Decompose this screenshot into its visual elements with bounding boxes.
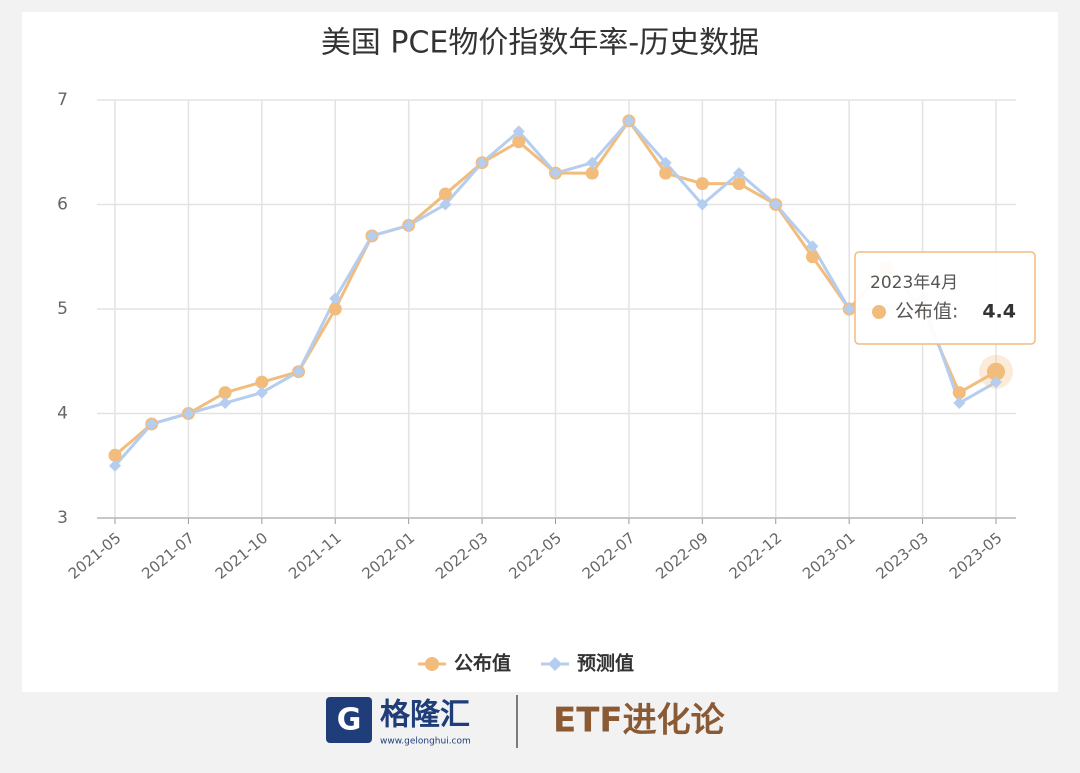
point [696,198,709,211]
point [953,397,966,410]
point [733,167,746,180]
point [659,156,672,169]
card [22,12,1058,692]
point [439,198,452,211]
y-tick-label: 5 [57,299,68,319]
y-tick-label: 7 [57,90,68,110]
point [695,177,709,191]
logo-glyph: G [337,703,362,738]
legend-label: 预测值 [577,652,634,675]
point [402,219,415,232]
brand: ETF进化论 [553,701,726,741]
point [145,417,158,430]
tooltip-title: 2023年4月 [870,273,958,293]
point [438,187,452,201]
tooltip-label: 公布值: [895,301,958,323]
y-tick-label: 4 [57,404,68,424]
point [843,303,856,315]
point [952,386,966,400]
point [512,125,525,138]
y-tick-label: 3 [57,508,68,528]
point [806,240,819,253]
point [805,250,819,264]
point [109,459,121,472]
point [659,166,673,180]
point [990,376,1002,389]
chart-title: 美国 PCE物价指数年率-历史数据 [321,26,759,61]
legend-marker [425,657,439,671]
tooltip-value: 4.4 [982,301,1016,323]
point [987,362,1005,381]
point [218,386,232,400]
point [329,292,342,305]
point [732,177,746,191]
y-tick-label: 6 [57,195,68,215]
point [108,448,122,462]
logo-url: www.gelonghui.com [380,737,471,747]
point [365,229,378,242]
logo-icon [326,697,372,743]
point [255,375,269,389]
point [328,302,342,316]
point [549,167,562,180]
point [512,135,526,149]
point [585,166,599,180]
point [255,386,268,399]
point [292,365,305,378]
legend-marker [548,657,562,671]
legend-label: 公布值 [454,652,511,675]
point [769,198,782,211]
point [586,156,599,169]
logo-text: 格隆汇 [380,698,470,733]
point [476,156,489,169]
point [182,407,195,420]
footer: G 格隆汇 www.gelonghui.com ETF进化论 [326,695,726,748]
tooltip-box [854,251,1036,345]
point [622,114,635,127]
tooltip-marker [872,305,886,319]
point [219,397,232,410]
